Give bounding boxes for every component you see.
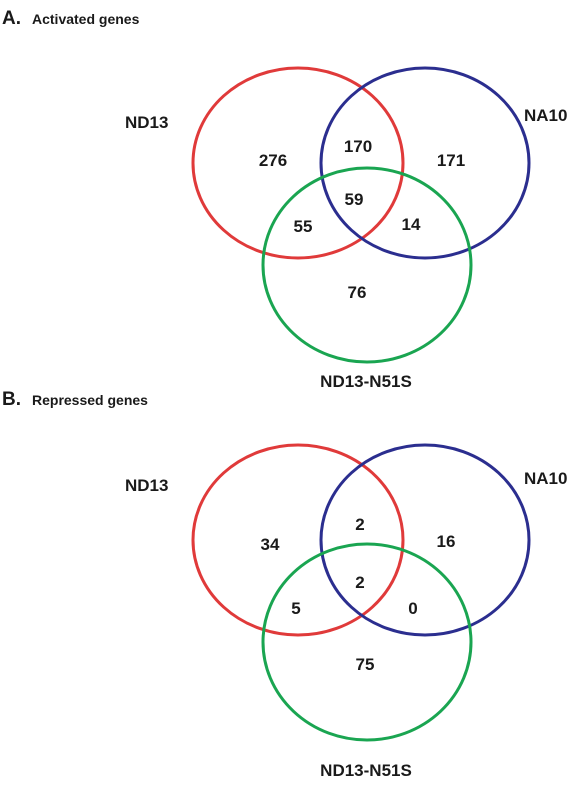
panel-b-label-nd13-n51s: ND13-N51S [320, 761, 412, 780]
panel-b-count-nd13-nd13-n51s: 5 [291, 599, 300, 618]
panel-b-label-nd13: ND13 [125, 476, 168, 495]
panel-b-count-na10-only: 16 [437, 532, 456, 551]
panel-b-count-nd13-n51s-only: 75 [356, 655, 375, 674]
panel-a-label-nd13: ND13 [125, 113, 168, 132]
panel-b-title: Repressed genes [32, 392, 148, 408]
panel-b-circle-na10 [319, 443, 531, 637]
panel-a-count-nd13-n51s-only: 76 [348, 283, 367, 302]
panel-a-circle-nd13-n51s [261, 166, 473, 364]
panel-b-count-na10-nd13-n51s: 0 [408, 599, 417, 618]
panel-a-label-nd13-n51s: ND13-N51S [320, 372, 412, 391]
panel-b-count-nd13-na10: 2 [355, 515, 364, 534]
panel-b-letter: B. [2, 389, 21, 410]
panel-b: B. Repressed genes ND13 NA10 ND13-N51S 3… [2, 389, 567, 780]
panel-b-count-all-three: 2 [355, 573, 364, 592]
panel-a-title: Activated genes [32, 11, 140, 27]
panel-a-count-na10-only: 171 [437, 151, 465, 170]
panel-a-circle-nd13 [191, 66, 405, 260]
panel-a-label-na10: NA10 [524, 106, 567, 125]
panel-a-count-nd13-na10: 170 [344, 137, 372, 156]
panel-a: A. Activated genes ND13 NA10 ND13-N51S 2… [2, 8, 567, 391]
panel-a-circle-na10 [319, 66, 531, 260]
panel-b-circle-nd13-n51s [261, 542, 473, 742]
panel-a-count-nd13-only: 276 [259, 151, 287, 170]
panel-a-count-all-three: 59 [345, 190, 364, 209]
panel-a-count-nd13-nd13-n51s: 55 [294, 217, 313, 236]
panel-a-count-na10-nd13-n51s: 14 [402, 215, 421, 234]
panel-b-circle-nd13 [191, 443, 405, 637]
panel-b-count-nd13-only: 34 [261, 535, 280, 554]
panel-b-label-na10: NA10 [524, 469, 567, 488]
panel-a-letter: A. [2, 8, 21, 29]
